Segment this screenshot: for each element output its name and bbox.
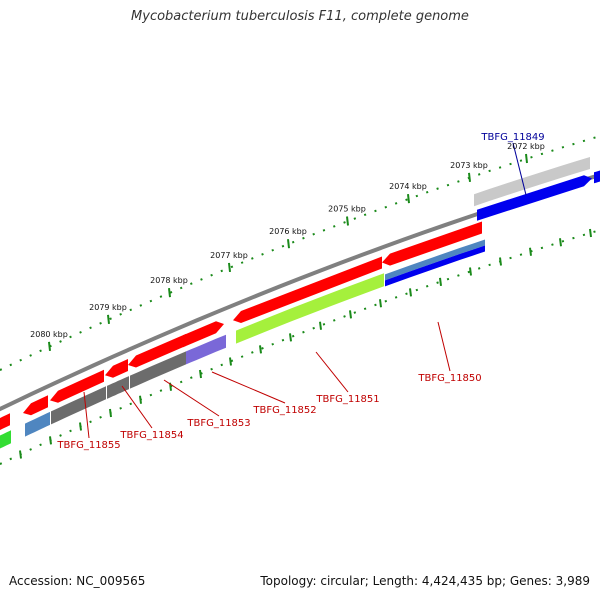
major-tick — [48, 341, 51, 351]
minor-tick — [499, 257, 502, 266]
gene-label: TBFG_11854 — [119, 430, 183, 441]
scale-label: 2076 kbp — [269, 227, 307, 236]
label-leaders — [83, 142, 527, 439]
green-track — [236, 273, 384, 344]
minor-tick — [409, 288, 412, 297]
minor-tick — [529, 247, 532, 256]
minor-tick — [109, 408, 112, 418]
genome-summary-text: Topology: circular; Length: 4,424,435 bp… — [260, 574, 590, 588]
major-tick — [468, 172, 471, 182]
minor-tick — [439, 277, 442, 286]
gene-leader-line — [121, 385, 153, 429]
green-edge-track — [0, 430, 11, 449]
minor-tick — [289, 333, 292, 342]
scale-label: 2080 kbp — [30, 330, 68, 339]
minor-tick — [379, 299, 382, 308]
gene-leader-line — [315, 351, 349, 393]
gene-leader-line — [512, 142, 527, 196]
minor-tick — [49, 436, 52, 445]
cds-arrow — [233, 256, 382, 323]
cds-arrow — [128, 333, 186, 368]
minor-tick — [79, 422, 82, 431]
grey-track — [107, 376, 129, 399]
major-tick — [287, 239, 290, 249]
major-tick — [168, 288, 171, 298]
major-tick — [346, 216, 349, 226]
scale-label: 2073 kbp — [450, 161, 488, 170]
cds-arrow — [23, 395, 48, 416]
cds-edge — [0, 413, 10, 430]
minor-tick — [259, 345, 262, 354]
cds-arrow — [105, 359, 128, 378]
minor-tick — [469, 267, 472, 276]
inner-dotted-ring — [0, 228, 600, 466]
major-tick — [407, 194, 410, 204]
steelblue-track — [25, 411, 50, 437]
minor-tick — [349, 310, 352, 319]
gene-leader-line — [437, 321, 451, 372]
tick-marks — [0, 134, 600, 466]
scale-label: 2078 kbp — [150, 276, 188, 285]
scale-label: 2079 kbp — [89, 303, 127, 312]
cds-arrow — [183, 321, 224, 348]
cds-arrow — [382, 221, 482, 266]
scale-label: 2072 kbp — [507, 142, 545, 151]
minor-tick — [19, 450, 22, 459]
gene-label: TBFG_11849 — [480, 132, 544, 143]
gene-leader-line — [211, 371, 286, 404]
blue-track — [385, 245, 485, 287]
map-title: Mycobacterium tuberculosis F11, complete… — [131, 9, 469, 24]
gene-label: TBFG_11852 — [252, 405, 316, 416]
major-tick — [228, 262, 231, 273]
gene-leader-line — [163, 379, 220, 417]
major-tick — [107, 314, 110, 325]
feature-tracks — [0, 157, 600, 449]
grey-track — [51, 386, 106, 425]
grey-track — [130, 351, 186, 389]
minor-tick — [319, 321, 322, 330]
minor-tick — [139, 395, 142, 404]
labels: 2072 kbp 2073 kbp 2074 kbp 2075 kbp 2076 kbp… — [30, 132, 545, 451]
gene-label: TBFG_11850 — [417, 373, 481, 384]
cds-arrow — [50, 369, 104, 403]
minor-tick — [589, 228, 592, 238]
minor-tick — [229, 357, 232, 366]
minor-tick — [199, 369, 202, 379]
cds-arrow-blue — [477, 175, 592, 221]
cds-grey-feature — [474, 157, 590, 207]
gene-leader-line — [83, 391, 90, 439]
scale-label: 2077 kbp — [210, 251, 248, 260]
scale-label: 2074 kbp — [389, 182, 427, 191]
major-tick — [525, 153, 528, 164]
scale-label: 2075 kbp — [328, 205, 366, 214]
gene-label: TBFG_11851 — [315, 394, 379, 405]
gene-label: TBFG_11853 — [186, 418, 250, 429]
purple-track — [186, 334, 226, 365]
minor-tick — [559, 238, 562, 247]
outer-dotted-ring — [0, 134, 600, 372]
accession-text: Accession: NC_009565 — [9, 574, 146, 588]
steelblue-track — [385, 239, 485, 281]
cds-blue-edge — [594, 170, 600, 184]
gene-label: TBFG_11855 — [56, 440, 120, 451]
